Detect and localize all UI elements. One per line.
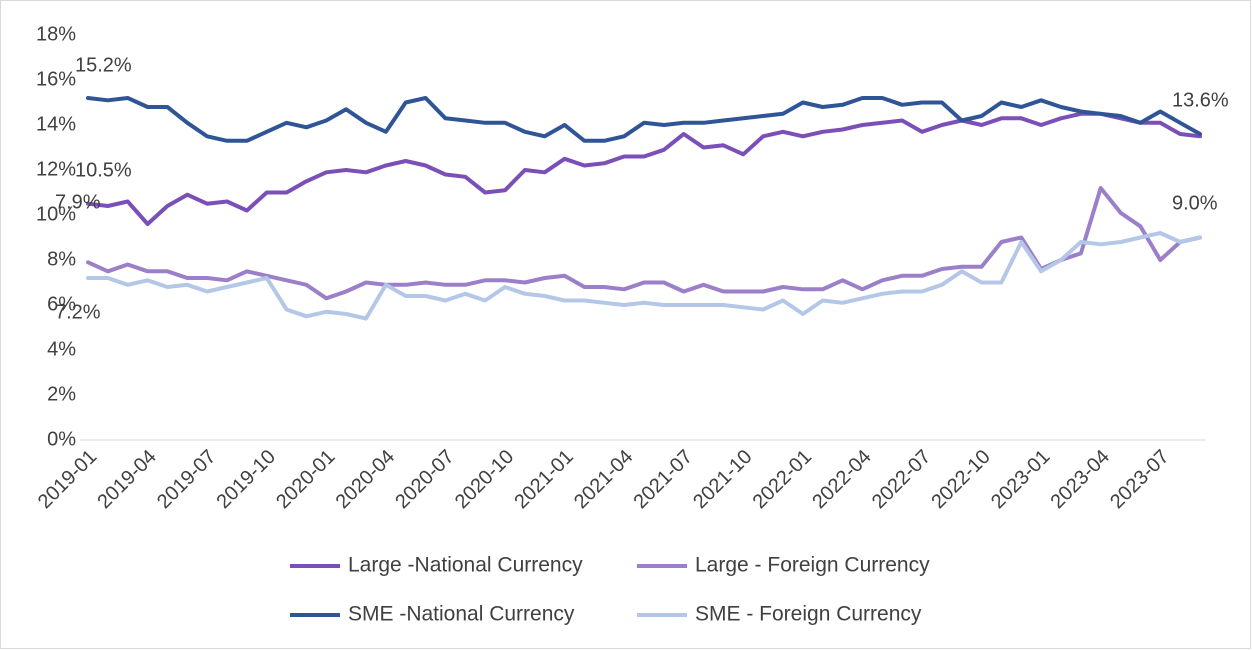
y-tick-label: 4% bbox=[47, 338, 76, 360]
y-tick-label: 12% bbox=[36, 158, 76, 180]
series-line bbox=[86, 96, 1202, 143]
y-tick-label: 10% bbox=[36, 203, 76, 225]
series-line bbox=[86, 231, 1202, 321]
annotation: 13.6% bbox=[1172, 89, 1229, 111]
legend: Large -National Currency Large - Foreign … bbox=[290, 554, 930, 626]
annotation: 7.9% bbox=[55, 191, 101, 213]
y-tick-label: 18% bbox=[36, 23, 76, 45]
legend-label: SME -National Currency bbox=[348, 603, 575, 626]
series-line bbox=[86, 186, 1202, 301]
annotation: 15.2% bbox=[75, 54, 132, 76]
y-tick-label: 8% bbox=[47, 248, 76, 270]
annotation: 10.5% bbox=[75, 159, 132, 181]
legend-label: Large - Foreign Currency bbox=[695, 554, 930, 577]
legend-label: SME - Foreign Currency bbox=[695, 603, 922, 626]
y-tick-label: 2% bbox=[47, 383, 76, 405]
y-tick-label: 16% bbox=[36, 68, 76, 90]
y-tick-label: 0% bbox=[47, 428, 76, 450]
legend-label: Large -National Currency bbox=[348, 554, 583, 577]
y-tick-label: 14% bbox=[36, 113, 76, 135]
annotation: 9.0% bbox=[1172, 192, 1218, 214]
annotation: 7.2% bbox=[55, 301, 101, 323]
series-line bbox=[86, 111, 1202, 226]
y-tick-label: 6% bbox=[47, 293, 76, 315]
